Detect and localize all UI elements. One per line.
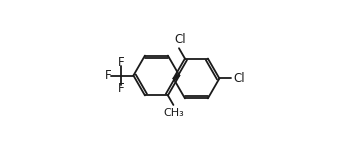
Text: CH₃: CH₃ bbox=[164, 108, 185, 118]
Text: Cl: Cl bbox=[233, 72, 245, 85]
Text: F: F bbox=[104, 69, 111, 82]
Text: F: F bbox=[118, 56, 124, 69]
Text: Cl: Cl bbox=[174, 33, 186, 46]
Text: F: F bbox=[118, 82, 124, 95]
